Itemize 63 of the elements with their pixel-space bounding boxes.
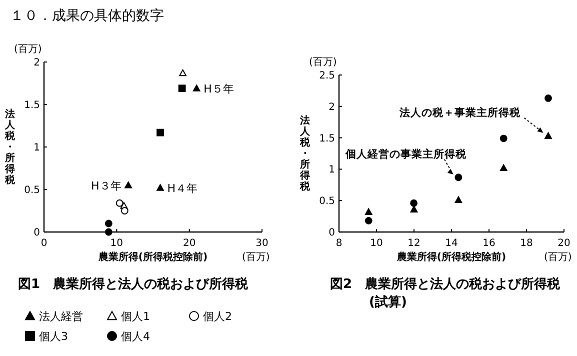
text: 図2 農業所得と法人の税および所得税(試算) — [330, 276, 562, 310]
y-axis-title: 法人税・所得税 — [4, 108, 16, 186]
x-tick-label: 12 — [408, 238, 420, 249]
point — [104, 220, 112, 228]
x-tick-label: 0 — [40, 238, 48, 249]
point — [178, 84, 186, 92]
annotation: H４年 — [167, 182, 198, 195]
point — [364, 208, 372, 215]
y-tick-label: 0.5 — [319, 196, 335, 208]
point — [124, 182, 132, 188]
y-tick-label: 0 — [34, 228, 40, 238]
x-tick-label: 16 — [482, 238, 496, 249]
x-tick-label: 8 — [336, 238, 342, 249]
x-tick-label: 20 — [558, 238, 570, 249]
point — [104, 228, 112, 236]
text: 図1 農業所得と法人の税および所得税 — [18, 276, 250, 292]
y-tick-label: 2 — [34, 58, 40, 68]
y-tick-label: 0.5 — [24, 185, 40, 196]
y-tick-label: 1 — [328, 164, 335, 176]
x-tick-label: 10 — [110, 238, 124, 249]
point — [454, 196, 462, 204]
x-axis-title: 農業所得(所得税控除前) — [97, 251, 208, 263]
annotation: H３年 — [91, 179, 122, 192]
legend-label: 法人経営 — [39, 310, 83, 323]
legend-label: 個人2 — [203, 310, 232, 323]
point — [192, 84, 200, 92]
x-axis-title: 農業所得(所得税控除前) — [396, 251, 506, 263]
point — [364, 216, 372, 224]
y-tick-label: 1.5 — [24, 100, 40, 111]
y-tick-label: 2.5 — [319, 70, 335, 82]
y-tick-label: 2 — [328, 102, 335, 113]
text: (百万) — [14, 44, 42, 55]
y-axis-title: 法人税・所得税 — [299, 114, 311, 192]
text: (百万) — [242, 252, 270, 263]
legend-label: 個人3 — [39, 330, 68, 343]
x-tick-label: 14 — [445, 238, 458, 249]
x-tick-label: 20 — [182, 238, 196, 249]
text: (百万) — [309, 57, 337, 68]
point — [500, 164, 508, 172]
point — [410, 206, 418, 212]
x-tick-label: 10 — [370, 238, 383, 249]
point — [179, 69, 186, 76]
annotation: H５年 — [204, 82, 234, 96]
point — [120, 207, 128, 214]
annotation: 法人の税＋事業主所得税 — [398, 106, 522, 119]
point — [544, 94, 552, 102]
point — [410, 199, 418, 207]
legend-label: 個人1 — [121, 310, 150, 323]
text: (百万) — [544, 252, 572, 263]
y-tick-label: 1.5 — [319, 133, 335, 144]
point — [156, 128, 164, 136]
x-tick-label: 18 — [520, 238, 533, 249]
point — [156, 184, 164, 191]
chart-subtitle: １０．成果の具体的数字 — [10, 8, 164, 24]
y-tick-label: 1 — [34, 142, 40, 154]
point — [454, 174, 462, 182]
y-tick-label: 0 — [328, 228, 335, 238]
annotation: 個人経営の事業主所得税 — [344, 147, 468, 160]
point — [116, 199, 124, 207]
x-tick-label: 30 — [256, 238, 268, 249]
legend-label: 個人4 — [121, 330, 150, 343]
point — [544, 132, 552, 139]
point — [500, 134, 508, 142]
